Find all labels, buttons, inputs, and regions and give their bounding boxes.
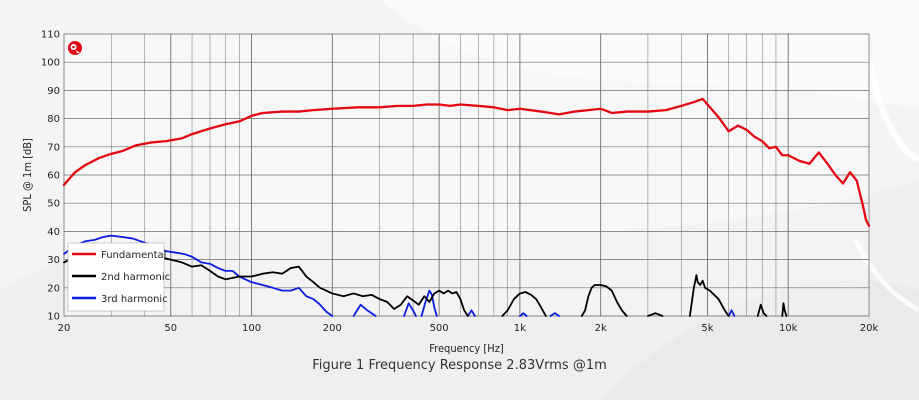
y-tick-label: 50 — [47, 199, 60, 210]
x-tick-label: 20 — [58, 323, 71, 334]
y-tick-label: 80 — [47, 114, 60, 125]
y-tick-label: 90 — [47, 86, 60, 97]
y-tick-label: 70 — [47, 142, 60, 153]
legend-label-fundamental: Fundamental — [101, 250, 166, 261]
series-line-3rd-harmonic-segment — [352, 303, 377, 317]
x-tick-label: 200 — [323, 323, 342, 334]
x-tick-label: 50 — [164, 323, 177, 334]
x-tick-label: 1k — [514, 323, 526, 334]
series-line-3rd-harmonic-segment — [549, 312, 560, 317]
x-axis-title: Frequency [Hz] — [429, 342, 504, 355]
series-line-3rd-harmonic-segment — [420, 289, 438, 317]
x-tick-label: 5k — [701, 323, 713, 334]
series-lines — [62, 97, 871, 317]
y-axis-title: SPL @ 1m [dB] — [21, 138, 34, 212]
y-tick-label: 30 — [47, 255, 60, 266]
y-tick-label: 110 — [41, 30, 60, 41]
y-tick-label: 40 — [47, 227, 60, 238]
series-line-2nd-harmonic-segment — [688, 274, 730, 317]
chart-legend: Fundamental 2nd harmonic 3rd harmonic — [67, 242, 170, 312]
y-tick-label: 100 — [41, 58, 60, 69]
x-tick-label: 500 — [430, 323, 449, 334]
series-line-3rd-harmonic-segment — [727, 309, 736, 317]
series-line-2nd-harmonic — [63, 248, 469, 317]
series-line-2nd-harmonic-segment — [781, 302, 788, 317]
legend-label-3rd-harmonic: 3rd harmonic — [101, 294, 168, 305]
series-line-3rd-harmonic-segment — [403, 302, 417, 317]
series-line-3rd-harmonic-segment — [466, 309, 476, 317]
x-tick-label: 100 — [242, 323, 261, 334]
x-tick-label: 20k — [860, 323, 879, 334]
series-line-3rd-harmonic — [63, 234, 334, 317]
series-line-fundamental — [62, 97, 871, 227]
series-line-3rd-harmonic-segment — [518, 312, 528, 317]
x-tick-label: 2k — [595, 323, 607, 334]
series-line-2nd-harmonic-segment — [756, 303, 768, 317]
y-tick-label: 20 — [47, 283, 60, 294]
y-tick-label: 60 — [47, 171, 60, 182]
brand-logo-icon — [68, 41, 82, 55]
figure-caption: Figure 1 Frequency Response 2.83Vrms @1m — [312, 358, 607, 373]
series-line-2nd-harmonic-segment — [580, 284, 628, 317]
y-tick-label: 10 — [47, 312, 60, 323]
x-tick-label: 10k — [779, 323, 798, 334]
series-line-2nd-harmonic-segment — [501, 291, 547, 317]
series-line-2nd-harmonic-segment — [647, 312, 664, 317]
legend-label-2nd-harmonic: 2nd harmonic — [101, 272, 170, 283]
